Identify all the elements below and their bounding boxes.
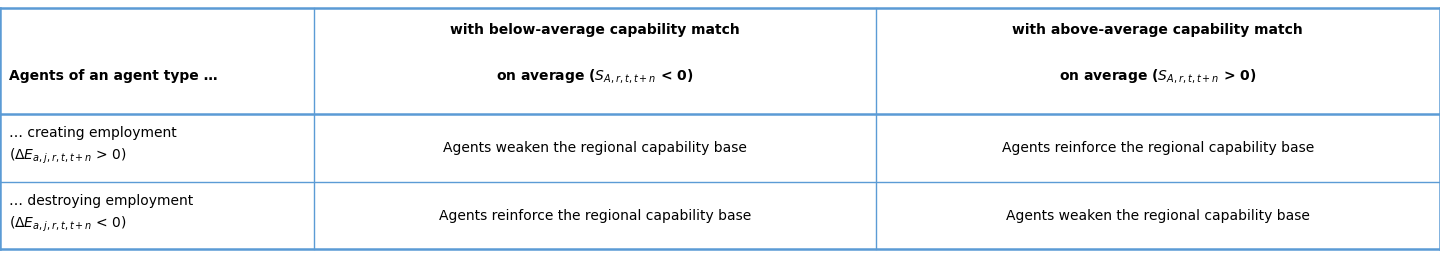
Text: … destroying employment: … destroying employment — [9, 194, 193, 208]
Text: Agents weaken the regional capability base: Agents weaken the regional capability ba… — [442, 141, 747, 155]
Text: ($\Delta \mathit{E}_{a,j,r,t,t+n}$ > 0): ($\Delta \mathit{E}_{a,j,r,t,t+n}$ > 0) — [9, 147, 127, 166]
Text: Agents of an agent type …: Agents of an agent type … — [9, 69, 217, 84]
Text: Agents reinforce the regional capability base: Agents reinforce the regional capability… — [439, 209, 750, 223]
Text: ($\Delta \mathit{E}_{a,j,r,t,t+n}$ < 0): ($\Delta \mathit{E}_{a,j,r,t,t+n}$ < 0) — [9, 214, 127, 234]
Text: with above-average capability match: with above-average capability match — [1012, 23, 1303, 37]
Text: with below-average capability match: with below-average capability match — [449, 23, 740, 37]
Text: on average ($\mathbf{\mathit{S}}_{A,r,t,t+n}$ < 0): on average ($\mathbf{\mathit{S}}_{A,r,t,… — [495, 67, 694, 86]
Text: Agents reinforce the regional capability base: Agents reinforce the regional capability… — [1002, 141, 1313, 155]
Text: Agents weaken the regional capability base: Agents weaken the regional capability ba… — [1005, 209, 1310, 223]
Text: … creating employment: … creating employment — [9, 126, 176, 140]
Text: on average ($\mathbf{\mathit{S}}_{A,r,t,t+n}$ > 0): on average ($\mathbf{\mathit{S}}_{A,r,t,… — [1058, 67, 1257, 86]
